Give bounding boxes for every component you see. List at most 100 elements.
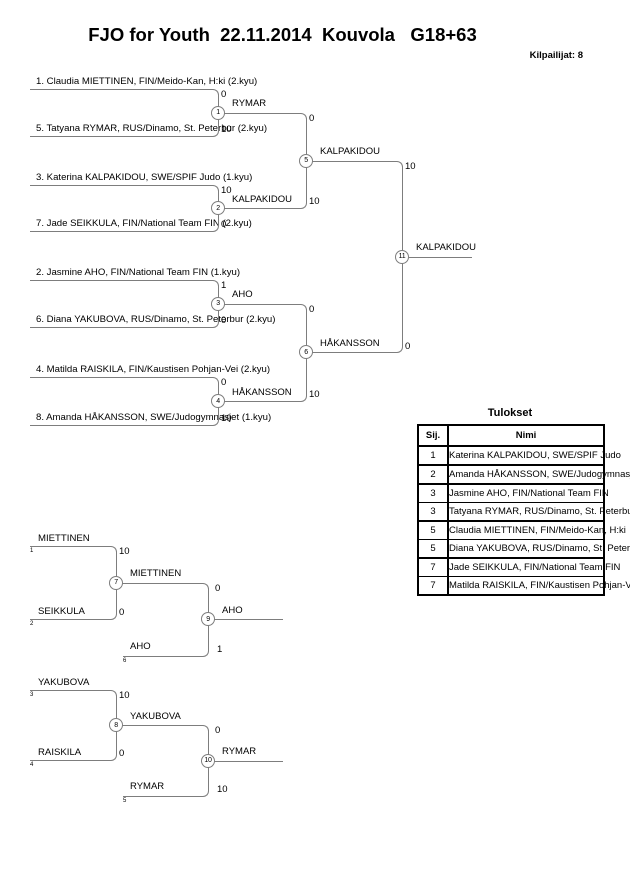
rank-cell: 5 <box>418 539 449 559</box>
bracket-line <box>218 303 307 353</box>
name-cell: Katerina KALPAKIDOU, SWE/SPIF Judo <box>448 446 621 466</box>
match-winner-label: KALPAKIDOU <box>320 146 381 157</box>
page-title: FJO for Youth 22.11.2014 Kouvola G18+63 <box>88 24 477 45</box>
bracket-line <box>123 760 209 797</box>
bracket-line <box>208 760 283 762</box>
bracket-line <box>30 280 219 305</box>
competitors-count: Kilpailijat: 8 <box>529 50 583 61</box>
champion-label: KALPAKIDOU <box>416 242 477 253</box>
rank-cell: 3 <box>418 484 449 503</box>
competitor-name: 5. Tatyana RYMAR, RUS/Dinamo, St. Peterb… <box>36 123 268 134</box>
match-node-3: 3 <box>211 296 225 311</box>
match-winner-label: KALPAKIDOU <box>232 193 293 205</box>
bracket-line <box>30 112 219 137</box>
table-row: 2 Amanda HÅKANSSON, SWE/Judogymnasjet <box>418 465 630 485</box>
match-winner-label: RYMAR <box>222 746 257 757</box>
table-row: 5 Diana YAKUBOVA, RUS/Dinamo, St. Peterb… <box>418 539 630 559</box>
table-row: 3 Tatyana RYMAR, RUS/Dinamo, St. Peterbu… <box>418 502 630 522</box>
match-score: 0 <box>405 340 411 352</box>
table-row: 5 Claudia MIETTINEN, FIN/Meido-Kan, H:ki <box>418 521 626 540</box>
match-winner-label: HÅKANSSON <box>232 386 292 398</box>
loser-ref: 2 <box>30 621 34 627</box>
match-winner-label: AHO <box>232 289 253 300</box>
table-row: 3 Jasmine AHO, FIN/National Team FIN <box>418 484 609 503</box>
bracket-line <box>306 256 403 353</box>
competitor-name: YAKUBOVA <box>38 677 90 688</box>
match-node-1: 1 <box>211 105 225 120</box>
match-node-6: 6 <box>299 345 313 359</box>
bracket-line <box>208 619 283 621</box>
bracket-line <box>218 352 307 402</box>
match-score: 0 <box>309 303 315 315</box>
match-score: 10 <box>221 185 232 196</box>
match-score: 0 <box>221 377 227 388</box>
bracket-line <box>123 619 209 657</box>
match-node-5: 5 <box>299 153 313 168</box>
match-score: 10 <box>309 196 320 207</box>
bracket-line <box>218 160 307 209</box>
match-node-9: 9 <box>201 612 215 627</box>
loser-ref: 6 <box>123 658 127 664</box>
match-score: 0 <box>221 219 227 230</box>
competitor-name: 6. Diana YAKUBOVA, RUS/Dinamo, St. Peter… <box>36 314 276 325</box>
competitor-name: AHO <box>130 641 151 652</box>
match-score: 0 <box>215 725 221 736</box>
rank-cell: 2 <box>418 465 449 485</box>
match-score: 0 <box>221 89 227 100</box>
match-score: 10 <box>221 124 232 135</box>
name-cell: Claudia MIETTINEN, FIN/Meido-Kan, H:ki <box>448 521 626 540</box>
bracket-line <box>409 256 472 258</box>
bracket-line <box>30 303 219 328</box>
competitor-name: 8. Amanda HÅKANSSON, SWE/Judogymnasjet (… <box>36 412 272 423</box>
table-row: 1 Katerina KALPAKIDOU, SWE/SPIF Judo <box>418 446 621 466</box>
bracket-line <box>30 377 219 402</box>
loser-ref: 5 <box>123 798 127 804</box>
table-row: 7 Jade SEIKKULA, FIN/National Team FIN <box>418 558 620 577</box>
rank-cell: 5 <box>418 521 449 540</box>
bracket-line <box>30 208 219 232</box>
match-score: 0 <box>119 607 125 618</box>
bracket-line <box>30 690 117 726</box>
results-rank-header: Sij. <box>418 425 449 447</box>
name-cell: Amanda HÅKANSSON, SWE/Judogymnasjet <box>448 465 630 485</box>
bracket-line <box>30 89 219 114</box>
bracket-line <box>30 725 117 761</box>
rank-cell: 1 <box>418 446 449 466</box>
match-node-8: 8 <box>109 718 123 732</box>
bracket-line <box>30 401 219 426</box>
match-score: 10 <box>221 413 232 424</box>
name-cell: Jasmine AHO, FIN/National Team FIN <box>448 484 609 503</box>
match-score: 10 <box>119 546 130 557</box>
competitor-name: RYMAR <box>130 781 165 792</box>
bracket-line <box>218 112 307 162</box>
competitor-name: 1. Claudia MIETTINEN, FIN/Meido-Kan, H:k… <box>36 76 258 87</box>
name-cell: Matilda RAISKILA, FIN/Kaustisen Pohjan-V… <box>449 580 630 591</box>
match-score: 1 <box>221 280 227 291</box>
competitor-name: 3. Katerina KALPAKIDOU, SWE/SPIF Judo (1… <box>36 172 253 183</box>
bracket-line <box>30 546 117 584</box>
match-score: 10 <box>217 784 228 795</box>
table-row: 7 Matilda RAISKILA, FIN/Kaustisen Pohjan… <box>418 576 630 595</box>
rank-cell: 3 <box>418 502 449 522</box>
match-score: 0 <box>221 315 227 326</box>
name-cell: Jade SEIKKULA, FIN/National Team FIN <box>448 558 620 577</box>
match-score: 0 <box>119 748 125 759</box>
bracket-line <box>116 582 209 621</box>
results-name-header: Nimi <box>448 425 604 447</box>
match-winner-label: AHO <box>222 605 243 616</box>
competitor-name: 7. Jade SEIKKULA, FIN/National Team FIN … <box>36 218 252 229</box>
match-score: 0 <box>309 112 315 124</box>
results-title: Tulokset <box>487 407 533 419</box>
bracket-line <box>30 185 219 209</box>
name-cell: Diana YAKUBOVA, RUS/Dinamo, St. Peterbur <box>448 539 630 559</box>
competitor-name: RAISKILA <box>38 747 82 758</box>
match-score: 10 <box>309 389 320 400</box>
competitor-name: 2. Jasmine AHO, FIN/National Team FIN (1… <box>36 267 241 278</box>
rank-cell: 7 <box>418 558 449 577</box>
rank-cell: 7 <box>418 576 449 595</box>
match-node-4: 4 <box>211 394 225 408</box>
match-node-10: 10 <box>201 753 215 768</box>
match-winner-label: MIETTINEN <box>130 568 182 579</box>
bracket-line <box>30 582 117 620</box>
bracket-line <box>306 160 403 258</box>
